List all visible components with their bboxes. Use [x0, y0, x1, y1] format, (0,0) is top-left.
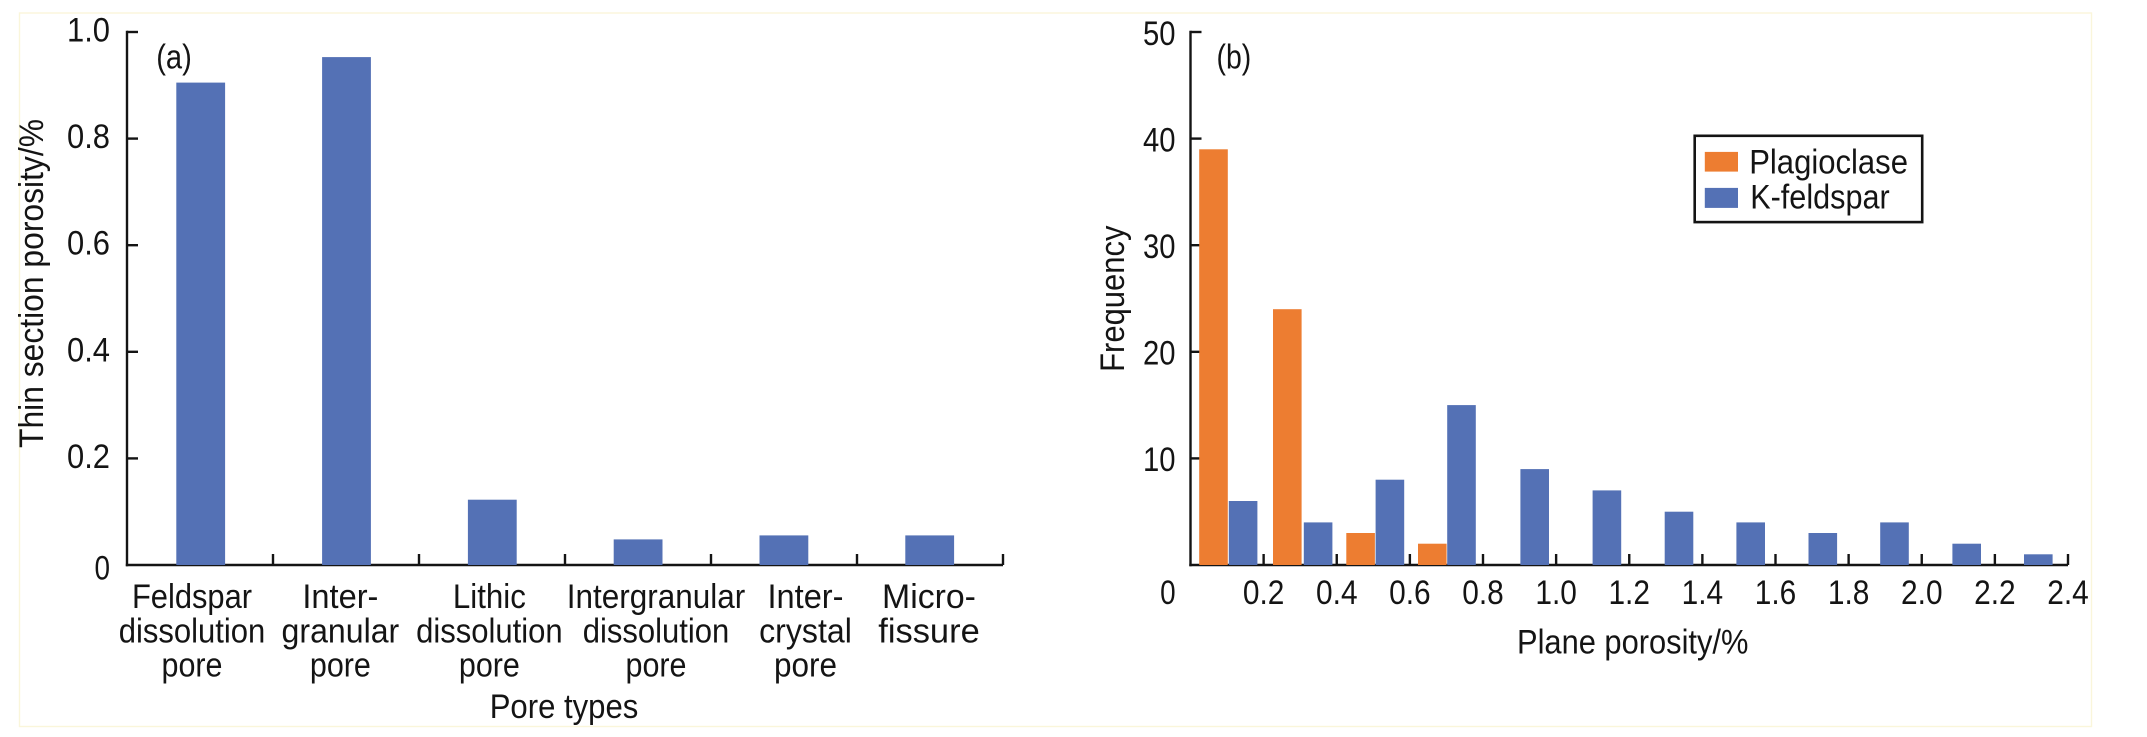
svg-text:0.2: 0.2 — [67, 438, 110, 476]
svg-text:dissolution: dissolution — [416, 613, 563, 651]
svg-text:granular: granular — [282, 613, 400, 651]
svg-text:0.2: 0.2 — [1243, 574, 1285, 612]
svg-text:pore: pore — [162, 647, 223, 685]
svg-text:Pore types: Pore types — [490, 688, 639, 726]
svg-text:dissolution: dissolution — [119, 613, 266, 651]
svg-text:2.2: 2.2 — [1974, 574, 2016, 612]
svg-text:1.6: 1.6 — [1755, 574, 1797, 612]
svg-text:1.0: 1.0 — [67, 12, 110, 50]
svg-text:0.8: 0.8 — [67, 118, 110, 156]
svg-text:dissolution: dissolution — [583, 613, 730, 651]
svg-text:Plagioclase: Plagioclase — [1749, 143, 1908, 181]
svg-text:20: 20 — [1143, 335, 1176, 373]
svg-text:0.4: 0.4 — [67, 331, 110, 369]
svg-text:0.8: 0.8 — [1462, 574, 1504, 612]
svg-text:0.6: 0.6 — [67, 225, 110, 263]
svg-text:0.6: 0.6 — [1389, 574, 1431, 612]
svg-text:0: 0 — [95, 550, 111, 588]
svg-text:Lithic: Lithic — [453, 578, 526, 616]
svg-text:pore: pore — [459, 647, 520, 685]
svg-text:1.4: 1.4 — [1682, 574, 1724, 612]
svg-text:pore: pore — [626, 647, 687, 685]
svg-text:1.8: 1.8 — [1828, 574, 1870, 612]
svg-text:fissure: fissure — [878, 613, 980, 651]
svg-text:Inter-: Inter- — [768, 578, 844, 616]
svg-text:10: 10 — [1143, 441, 1176, 479]
svg-text:(a): (a) — [156, 39, 192, 77]
svg-text:crystal: crystal — [759, 613, 852, 651]
svg-text:Frequency: Frequency — [1094, 225, 1132, 372]
svg-text:K-feldspar: K-feldspar — [1750, 179, 1890, 217]
svg-text:40: 40 — [1143, 121, 1176, 159]
svg-text:pore: pore — [774, 647, 837, 685]
svg-text:Micro-: Micro- — [882, 578, 976, 616]
svg-text:1.0: 1.0 — [1535, 574, 1577, 612]
svg-text:Plane porosity/%: Plane porosity/% — [1517, 623, 1748, 661]
svg-text:50: 50 — [1143, 15, 1176, 53]
svg-text:0: 0 — [1160, 574, 1176, 612]
svg-text:30: 30 — [1143, 228, 1176, 266]
svg-text:Thin section porosity/%: Thin section porosity/% — [13, 119, 51, 448]
svg-text:0.4: 0.4 — [1316, 574, 1358, 612]
svg-text:pore: pore — [310, 647, 371, 685]
svg-text:Feldspar: Feldspar — [132, 578, 252, 616]
svg-text:(b): (b) — [1217, 39, 1252, 77]
svg-text:2.0: 2.0 — [1901, 574, 1943, 612]
svg-text:1.2: 1.2 — [1608, 574, 1650, 612]
svg-text:Inter-: Inter- — [302, 578, 378, 616]
svg-text:2.4: 2.4 — [2047, 574, 2089, 612]
svg-text:Intergranular: Intergranular — [567, 578, 746, 616]
